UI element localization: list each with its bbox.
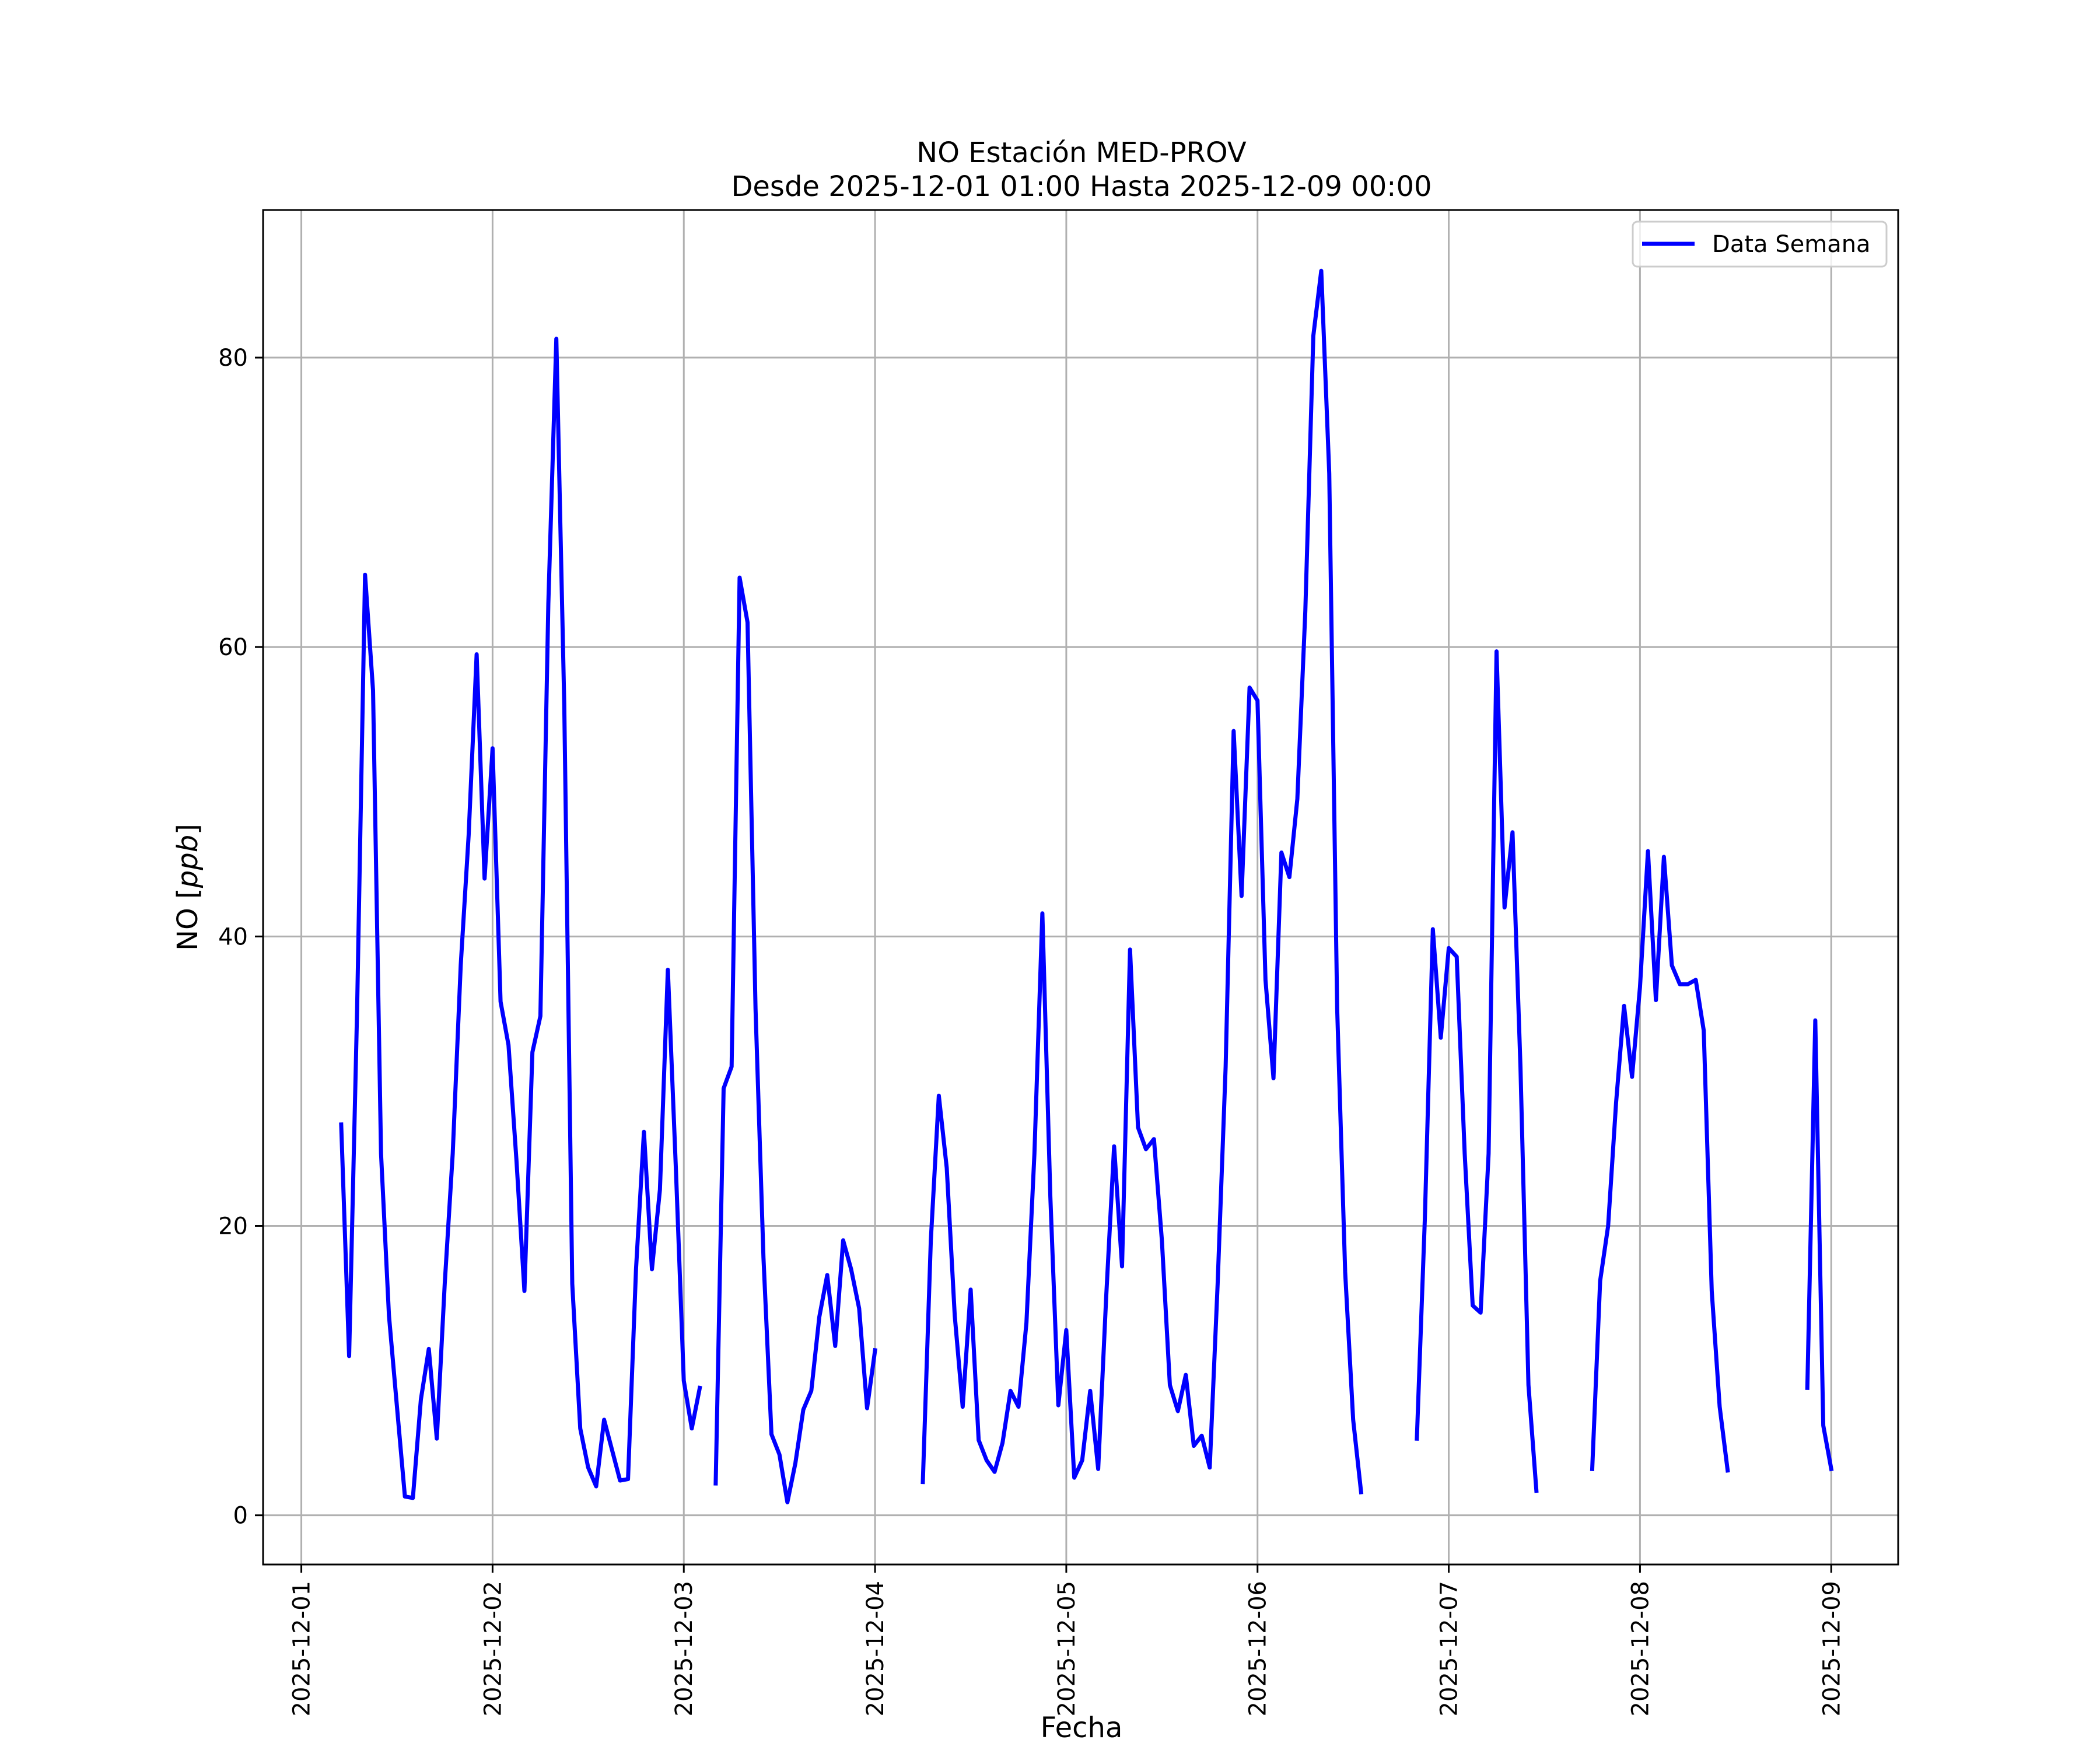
y-axis-label-unit: ppb <box>172 835 204 888</box>
legend-label: Data Semana <box>1712 231 1871 258</box>
legend-box <box>1632 220 1888 268</box>
x-tick-label: 2025-12-01 <box>289 1581 316 1716</box>
x-axis: 2025-12-01 2025-12-02 2025-12-03 2025-12-04… <box>289 1564 1845 1716</box>
x-tick-label: 2025-12-09 <box>1818 1581 1845 1716</box>
series-line-segment <box>1415 649 1539 1493</box>
series-line-segment <box>1590 849 1730 1473</box>
y-axis-label-bracket-open: [ <box>172 888 204 899</box>
x-tick-label: 2025-12-08 <box>1627 1581 1654 1716</box>
y-axis: 0 20 40 60 80 <box>218 345 263 1530</box>
y-tick-label: 0 <box>233 1503 248 1530</box>
x-tick-label: 2025-12-04 <box>862 1581 889 1716</box>
x-tick-label: 2025-12-06 <box>1245 1581 1272 1716</box>
chart-title: NO Estación MED-PROV <box>916 136 1247 169</box>
y-axis-label-main: NO <box>172 899 204 951</box>
y-tick-label: 20 <box>218 1213 248 1240</box>
y-tick-label: 60 <box>218 634 248 661</box>
x-tick-label: 2025-12-03 <box>671 1581 698 1716</box>
y-axis-label-bracket-close: ] <box>172 824 204 835</box>
plot-frame <box>262 209 1899 1566</box>
series-line-segment <box>1805 1018 1834 1472</box>
x-axis-label: Fecha <box>1041 1712 1123 1744</box>
y-tick-label: 40 <box>218 923 248 950</box>
y-axis-label: NO [ppb] <box>172 824 204 951</box>
x-tick-label: 2025-12-07 <box>1436 1581 1463 1716</box>
x-tick-label: 2025-12-02 <box>480 1581 506 1716</box>
chart-subtitle: Desde 2025-12-01 01:00 Hasta 2025-12-09 … <box>731 170 1432 203</box>
series-layer <box>339 268 1834 1504</box>
y-tick-label: 80 <box>218 345 248 372</box>
grid <box>263 210 1898 1564</box>
series-line-segment <box>921 268 1364 1494</box>
series-line-segment <box>713 575 878 1504</box>
x-tick-label: 2025-12-05 <box>1054 1581 1080 1716</box>
legend: Data Semana <box>1632 220 1888 268</box>
series-line-segment <box>339 337 702 1500</box>
